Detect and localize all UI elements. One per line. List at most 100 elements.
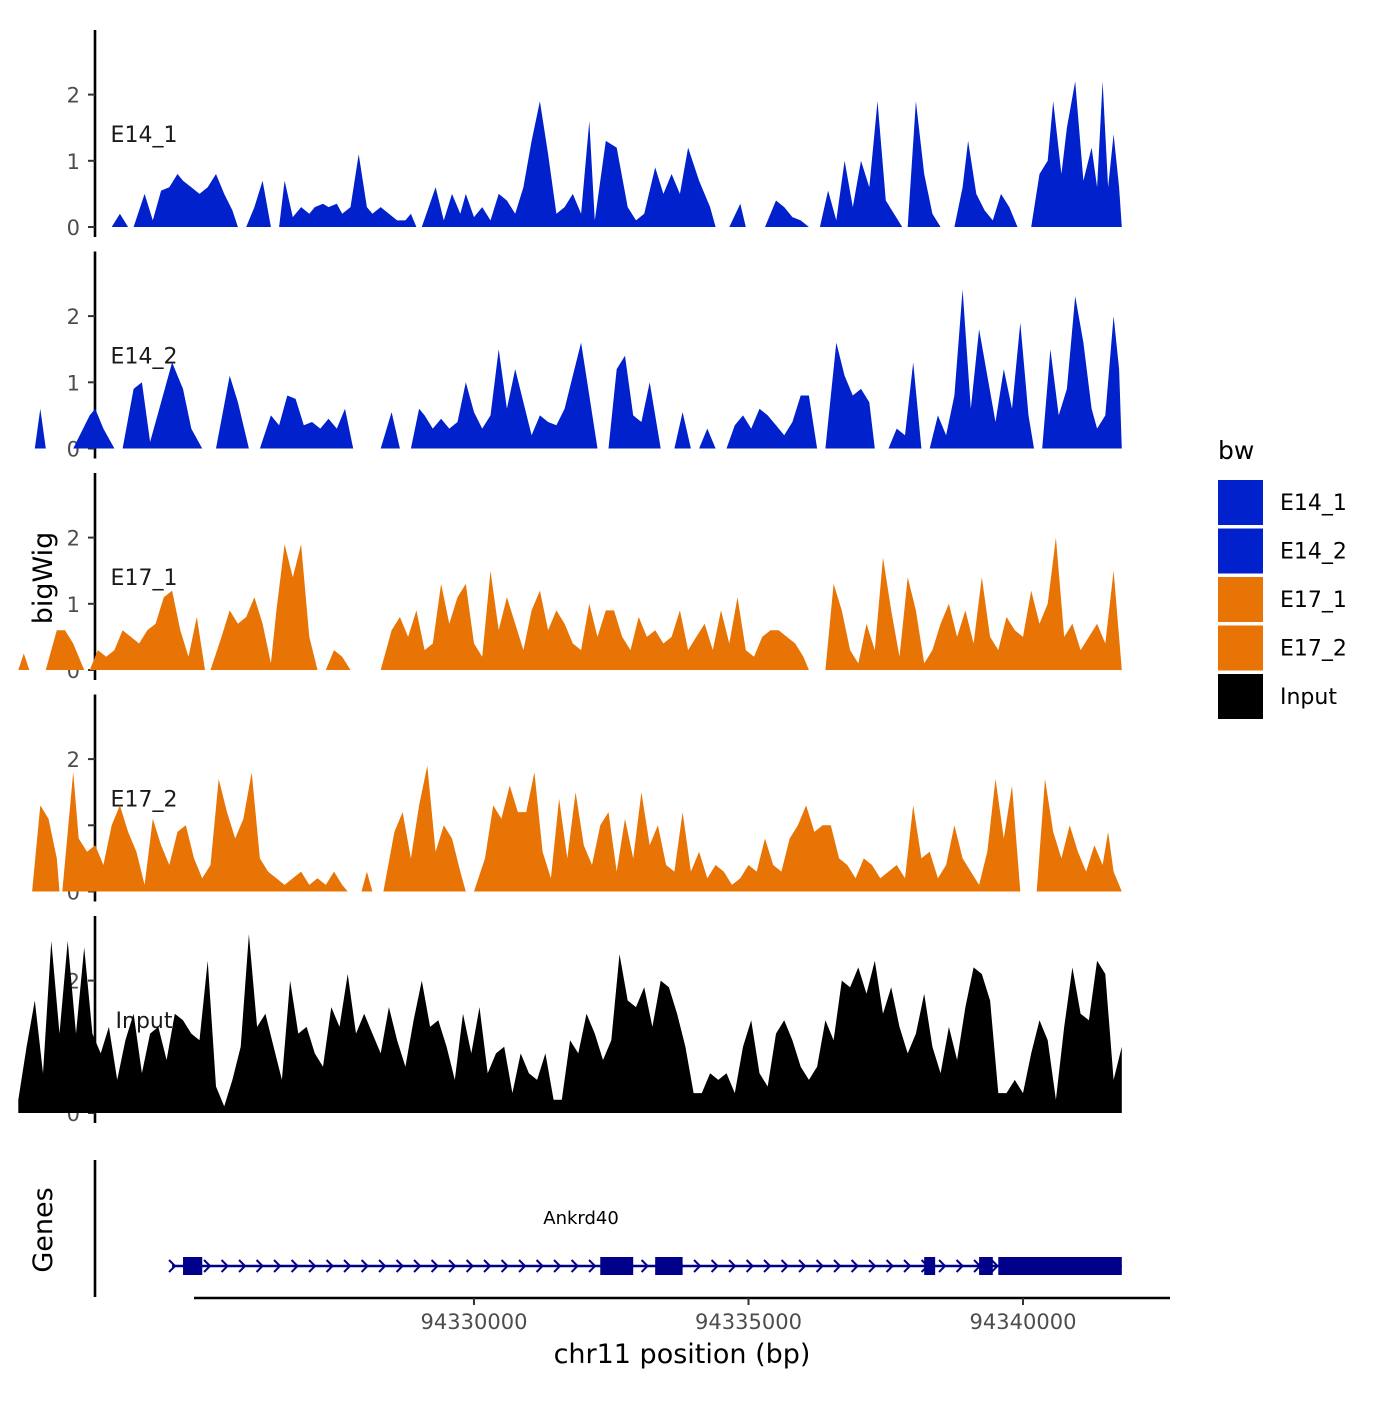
coverage-area <box>246 180 271 227</box>
strand-arrow <box>483 1259 492 1273</box>
coverage-area <box>89 590 205 670</box>
strand-arrow <box>640 1259 649 1273</box>
legend-key-E14_2 <box>1218 528 1263 574</box>
coverage-area <box>73 408 115 449</box>
coverage-area <box>765 200 809 227</box>
gene-exon <box>979 1257 993 1275</box>
genes-track-title: Genes <box>28 1187 59 1272</box>
coverage-area <box>325 650 351 670</box>
coverage-area <box>133 174 238 227</box>
coverage-area <box>122 362 203 449</box>
coverage-area <box>18 653 30 670</box>
strand-arrow <box>885 1259 894 1273</box>
gene-exon <box>998 1257 1029 1275</box>
coverage-area <box>259 395 354 449</box>
legend-label-Input: Input <box>1280 685 1337 710</box>
strand-arrow <box>955 1259 964 1273</box>
strand-arrow <box>850 1259 859 1273</box>
coverage-area <box>608 355 661 449</box>
strand-arrow <box>815 1259 824 1273</box>
legend-label-E14_2: E14_2 <box>1280 540 1347 565</box>
y-tick-label: 1 <box>67 593 80 617</box>
coverage-area <box>474 772 1021 892</box>
track-label: Input <box>116 1009 173 1034</box>
track-E14_1: 0 1 2 E14_1 <box>67 30 1122 240</box>
coverage-area <box>888 362 922 449</box>
coverage-area <box>674 412 691 449</box>
strand-arrow <box>588 1259 597 1273</box>
coverage-area <box>32 805 60 892</box>
genes-track: Ankrd40 <box>93 1160 1122 1297</box>
coverage-area <box>361 871 373 892</box>
coverage-area <box>111 213 129 227</box>
coverage-area <box>410 342 598 449</box>
strand-arrow <box>780 1259 789 1273</box>
y-tick-label: 2 <box>67 527 80 551</box>
legend-key-E17_2 <box>1218 625 1263 671</box>
track-label: E17_1 <box>111 566 178 591</box>
x-tick-label: 94330000 <box>421 1310 528 1334</box>
strand-arrow <box>430 1259 439 1273</box>
coverage-area <box>62 772 348 892</box>
strand-arrow <box>833 1259 842 1273</box>
gene-exon <box>655 1257 683 1275</box>
track-label: E14_1 <box>111 123 178 148</box>
legend-label-E17_2: E17_2 <box>1280 637 1347 662</box>
gene-exon <box>183 1257 203 1275</box>
strand-arrow <box>465 1259 474 1273</box>
strand-arrow <box>395 1259 404 1273</box>
gene-exon <box>924 1257 936 1275</box>
coverage-area <box>216 375 249 449</box>
strand-arrow <box>448 1259 457 1273</box>
coverage-area <box>729 203 746 227</box>
strand-arrow <box>990 1259 999 1273</box>
coverage-area <box>929 289 1034 449</box>
strand-arrow <box>273 1259 282 1273</box>
coverage-area <box>279 154 417 227</box>
strand-arrow <box>553 1259 562 1273</box>
x-tick-label: 94340000 <box>970 1310 1077 1334</box>
gene-name: Ankrd40 <box>543 1208 619 1229</box>
legend-key-E14_1 <box>1218 480 1263 525</box>
y-tick-label: 1 <box>67 371 80 395</box>
y-tick-label: 1 <box>67 150 80 174</box>
coverage-area <box>380 412 400 449</box>
strand-arrow <box>238 1259 247 1273</box>
legend-label-E14_1: E14_1 <box>1280 491 1347 516</box>
strand-arrow <box>255 1259 264 1273</box>
x-axis-title: chr11 position (bp) <box>554 1339 811 1370</box>
strand-arrow <box>290 1259 299 1273</box>
coverage-area <box>825 342 875 449</box>
y-axis-title: bigWig <box>28 532 59 625</box>
strand-arrow <box>798 1259 807 1273</box>
coverage-area <box>1031 81 1122 228</box>
coverage-area <box>34 408 46 449</box>
strand-arrow <box>343 1259 352 1273</box>
y-tick-label: 2 <box>67 305 80 329</box>
strand-arrow <box>168 1259 177 1273</box>
coverage-area <box>726 395 818 449</box>
strand-arrow <box>518 1259 527 1273</box>
y-tick-label: 2 <box>67 748 80 772</box>
strand-arrow <box>938 1259 947 1273</box>
coverage-area <box>383 765 466 892</box>
x-axis: 94330000 94335000 94340000 <box>194 1296 1170 1334</box>
strand-arrow <box>500 1259 509 1273</box>
strand-arrow <box>728 1259 737 1273</box>
strand-arrow <box>745 1259 754 1273</box>
strand-arrow <box>763 1259 772 1273</box>
track-Input: 012Input <box>18 916 1122 1126</box>
coverage-area <box>421 101 716 227</box>
coverage-area <box>819 101 903 227</box>
y-tick-label: 0 <box>67 216 80 240</box>
gene-exon <box>1028 1257 1122 1275</box>
coverage-area <box>210 544 318 670</box>
legend-label-E17_1: E17_1 <box>1280 588 1347 613</box>
strand-arrow <box>325 1259 334 1273</box>
coverage-area <box>1036 779 1122 892</box>
coverage-area <box>380 570 809 670</box>
